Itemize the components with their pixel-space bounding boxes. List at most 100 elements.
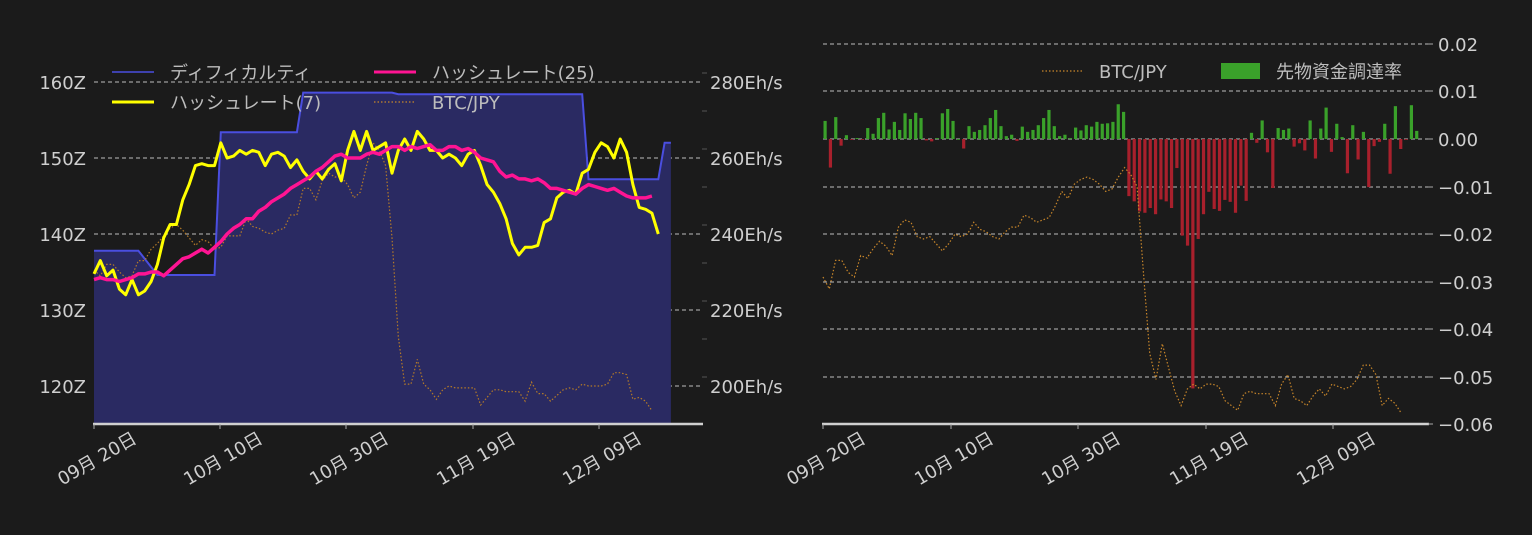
funding-rate-bar <box>1063 134 1067 139</box>
legend-label: BTC/JPY <box>1099 62 1168 83</box>
funding-rate-bar <box>1015 139 1019 141</box>
legend-label: 先物資金調達率 <box>1276 62 1402 83</box>
funding-rate-bar <box>1137 139 1142 212</box>
funding-rate-bar <box>1052 126 1056 139</box>
funding-rate-bar <box>1308 120 1312 139</box>
funding-rate-bar <box>951 120 955 139</box>
funding-rate-bar <box>1335 123 1339 139</box>
funding-rate-bar <box>1212 139 1216 209</box>
funding-rate-bar <box>828 139 833 168</box>
funding-rate-bar <box>994 109 998 139</box>
funding-rate-bar <box>882 112 886 139</box>
funding-rate-bar <box>919 118 923 139</box>
funding-rate-bar <box>924 139 928 141</box>
funding-rate-bar <box>1207 139 1211 192</box>
funding-rate-bar <box>1281 129 1286 139</box>
funding-rate-bar <box>1265 139 1270 153</box>
funding-rate-bar <box>1079 130 1083 139</box>
difficulty-area <box>94 92 671 423</box>
funding-rate-bar <box>1404 139 1408 140</box>
funding-rate-bar <box>1201 139 1206 215</box>
x-tick-label: 09月 20日 <box>54 428 140 490</box>
funding-rate-bar <box>1244 139 1248 201</box>
legend-label: ハッシュレート(7) <box>170 93 321 114</box>
funding-rate-bar <box>1340 137 1344 139</box>
funding-rate-bar <box>834 117 838 139</box>
btc-jpy-line <box>822 166 1402 414</box>
funding-rate-bar <box>1010 134 1014 139</box>
funding-rate-bar <box>1058 136 1062 139</box>
left-y-tick-label: 130Z <box>39 301 86 322</box>
legend-label: ディフィカルティ <box>170 63 311 84</box>
legend-swatch <box>1221 63 1260 79</box>
funding-rate-bar <box>908 119 912 139</box>
funding-rate-chart: −0.06 −0.05 −0.04 −0.03 −0.02 −0.01 0.00 0.01 0.… <box>783 35 1493 490</box>
x-tick-label: 10月 10日 <box>911 428 997 490</box>
funding-rate-bar <box>1196 139 1200 239</box>
funding-y-tick-label: −0.04 <box>1438 320 1493 341</box>
funding-rate-bar <box>876 118 880 139</box>
funding-rate-bar <box>935 138 939 139</box>
funding-rate-bar <box>1324 107 1328 139</box>
funding-rate-bar <box>1329 139 1334 152</box>
funding-rate-bar <box>1249 132 1254 139</box>
funding-rate-bar <box>1409 105 1413 139</box>
funding-rate-bar <box>914 112 918 139</box>
legend-label: BTC/JPY <box>432 93 501 114</box>
funding-rate-bar <box>1132 139 1136 202</box>
funding-rate-bar <box>1036 125 1040 139</box>
right-y-tick-label: 240Eh/s <box>710 225 783 246</box>
x-axis-ticks: 09月 20日 10月 10日 10月 30日 11月 19日 12月 09日 <box>54 424 646 490</box>
funding-rate-bar <box>1169 139 1174 209</box>
funding-rate-bar <box>1303 139 1307 151</box>
x-tick-label: 11月 19日 <box>1166 428 1252 490</box>
funding-rate-bar <box>1351 125 1355 139</box>
funding-rate-bar <box>988 118 992 139</box>
left-y-tick-label: 150Z <box>39 149 86 170</box>
funding-rate-bar <box>1313 139 1318 159</box>
funding-rate-bar <box>1271 139 1275 189</box>
left-y-axis-ticks: 120Z 130Z 140Z 150Z 160Z <box>39 73 86 398</box>
funding-rate-bar <box>1026 131 1030 139</box>
funding-rate-bar <box>1100 123 1104 139</box>
x-tick-label: 10月 10日 <box>180 428 266 490</box>
funding-rate-bar <box>1111 121 1115 139</box>
funding-rate-bar <box>1164 139 1168 202</box>
right-y-axis-ticks: 200Eh/s 220Eh/s 240Eh/s 260Eh/s 280Eh/s <box>702 72 783 398</box>
funding-rate-bar <box>1042 118 1046 139</box>
left-y-tick-label: 120Z <box>39 377 86 398</box>
funding-rate-bar <box>940 113 944 139</box>
funding-rate-bar <box>1372 139 1376 147</box>
funding-rate-bar <box>1255 139 1259 143</box>
left-y-tick-label: 160Z <box>39 73 86 94</box>
funding-y-tick-label: −0.01 <box>1438 178 1493 199</box>
funding-rate-bar <box>962 139 966 149</box>
funding-rate-bar <box>1367 139 1371 188</box>
funding-rate-bar <box>1121 111 1126 139</box>
funding-rate-bar <box>1415 130 1419 139</box>
funding-rate-bar <box>1031 129 1035 139</box>
funding-rate-bar <box>1116 104 1120 139</box>
funding-rate-bar <box>1084 125 1088 139</box>
funding-rate-bar <box>1068 138 1072 139</box>
funding-rate-bar <box>1047 109 1051 139</box>
right-y-tick-label: 220Eh/s <box>710 301 783 322</box>
left-legend: ディフィカルティ ハッシュレート(25) ハッシュレート(7) BTC/JPY <box>112 63 595 114</box>
funding-y-tick-label: −0.06 <box>1438 415 1493 436</box>
x-tick-label: 12月 09日 <box>559 428 645 490</box>
x-tick-label: 09月 20日 <box>783 428 869 490</box>
funding-rate-bar <box>1287 128 1291 139</box>
funding-rate-bar <box>1105 123 1110 139</box>
funding-rate-bar <box>978 129 982 139</box>
funding-rate-bar <box>1153 139 1158 215</box>
funding-rate-bar <box>1399 139 1403 149</box>
funding-rate-bar <box>1383 123 1387 139</box>
funding-rate-bar <box>871 133 875 139</box>
funding-y-tick-label: −0.05 <box>1438 368 1493 389</box>
funding-rate-bar <box>1297 139 1302 144</box>
funding-y-tick-label: 0.02 <box>1438 35 1478 56</box>
funding-rate-bar <box>967 126 971 139</box>
x-tick-label: 11月 19日 <box>433 428 519 490</box>
funding-rate-bar <box>1377 139 1382 142</box>
funding-rate-bar <box>972 131 976 139</box>
